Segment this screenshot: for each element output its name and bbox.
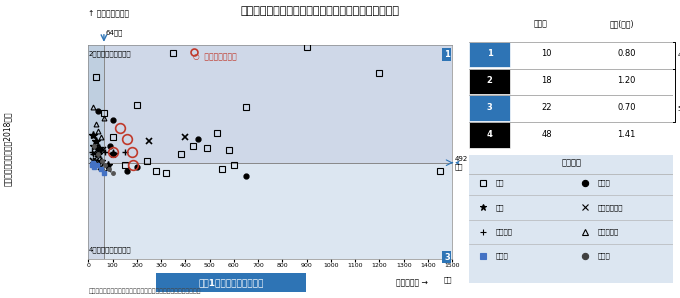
Text: 中枢神経系: 中枢神経系 xyxy=(598,229,619,235)
Text: 3: 3 xyxy=(487,103,492,112)
Text: 492
億円: 492 億円 xyxy=(455,156,468,170)
Text: 医薬品の年間売上高と患者が支払う年間薬剤費の関係: 医薬品の年間売上高と患者が支払う年間薬剤費の関係 xyxy=(240,6,399,16)
Text: 64万円: 64万円 xyxy=(105,30,123,36)
Text: 18: 18 xyxy=(541,76,552,85)
Text: 51%: 51% xyxy=(677,106,680,112)
Bar xyxy=(104,163,452,259)
Bar xyxy=(469,95,510,121)
Text: （注）医薬品市場統計、中央社会保険医療協議会のデータから算出: （注）医薬品市場統計、中央社会保険医療協議会のデータから算出 xyxy=(88,288,201,294)
Bar xyxy=(104,45,452,163)
Text: 疾患領域: 疾患領域 xyxy=(561,159,581,168)
Text: 48: 48 xyxy=(541,130,552,139)
Text: 免疫: 免疫 xyxy=(496,204,504,211)
Text: 1: 1 xyxy=(487,49,492,58)
Text: 10: 10 xyxy=(541,49,552,58)
Text: 万円: 万円 xyxy=(444,277,452,283)
Text: 売上(兆円): 売上(兆円) xyxy=(610,19,634,28)
Text: 循環器・代謝: 循環器・代謝 xyxy=(598,204,623,211)
Text: 感染症: 感染症 xyxy=(598,180,611,187)
Text: その他: その他 xyxy=(598,253,611,260)
Text: 1: 1 xyxy=(444,50,449,59)
FancyBboxPatch shape xyxy=(149,272,313,293)
Text: 4（準優先改革領域）: 4（準優先改革領域） xyxy=(89,246,131,253)
Text: ○  代替治療薬あり: ○ 代替治療薬あり xyxy=(192,52,237,61)
Text: 2（最優先改革領域）: 2（最優先改革領域） xyxy=(89,50,131,57)
Text: 3: 3 xyxy=(444,253,449,262)
Text: 骨・痛み: 骨・痛み xyxy=(496,229,513,235)
Text: 0.80: 0.80 xyxy=(617,49,636,58)
Text: 患者1人当たり年間薬剤費: 患者1人当たり年間薬剤費 xyxy=(199,278,264,287)
Text: 49%: 49% xyxy=(677,52,680,58)
Text: 医薬品の年間売上高（2018年）: 医薬品の年間売上高（2018年） xyxy=(3,112,12,186)
Text: 2: 2 xyxy=(487,76,492,85)
Text: 家計負担大 →: 家計負担大 → xyxy=(396,279,428,288)
Text: ↑ 医療財政負担大: ↑ 医療財政負担大 xyxy=(88,9,129,18)
Text: 0.70: 0.70 xyxy=(617,103,636,112)
Bar xyxy=(469,122,510,148)
Text: 4: 4 xyxy=(487,130,492,139)
Text: 22: 22 xyxy=(541,103,552,112)
Bar xyxy=(88,45,104,163)
Bar xyxy=(88,163,104,259)
Bar xyxy=(469,69,510,94)
Text: 1.41: 1.41 xyxy=(617,130,636,139)
Text: 呼吸器: 呼吸器 xyxy=(496,253,509,260)
Text: 製品数: 製品数 xyxy=(534,19,547,28)
Text: 1.20: 1.20 xyxy=(617,76,636,85)
Text: がん: がん xyxy=(496,180,504,187)
Bar xyxy=(469,42,510,67)
